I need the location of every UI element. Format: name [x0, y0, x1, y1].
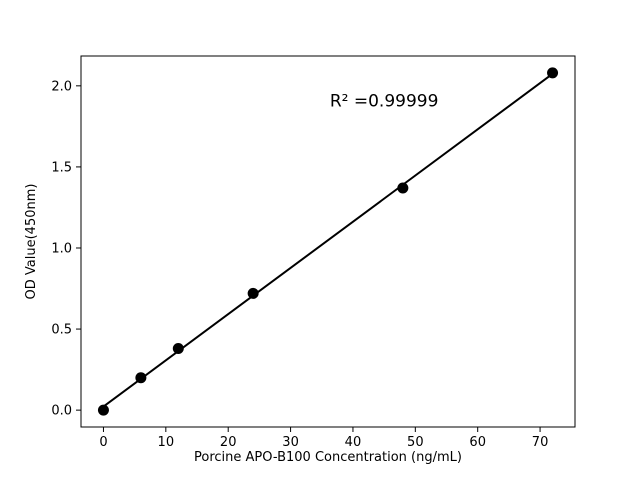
- data-point: [135, 372, 147, 384]
- x-tick-label: 70: [532, 435, 549, 450]
- r-squared-annotation: R² =0.99999: [330, 91, 439, 111]
- y-tick-label: 2.0: [51, 79, 72, 94]
- y-tick-label: 1.5: [51, 160, 72, 175]
- x-tick-label: 0: [99, 435, 107, 450]
- y-tick-label: 0.0: [51, 404, 72, 419]
- y-axis-label: OD Value(450nm): [24, 184, 39, 300]
- data-point: [547, 67, 559, 79]
- x-tick-label: 40: [345, 435, 362, 450]
- data-point: [97, 404, 109, 416]
- data-point: [397, 182, 409, 194]
- x-tick-label: 30: [282, 435, 299, 450]
- plot-border: [80, 55, 576, 428]
- x-tick-label: 10: [158, 435, 175, 450]
- x-axis-label: Porcine APO-B100 Concentration (ng/mL): [194, 450, 462, 465]
- data-point: [247, 287, 259, 299]
- x-tick-label: 20: [220, 435, 237, 450]
- data-point: [172, 343, 184, 355]
- x-tick-label: 60: [469, 435, 486, 450]
- y-tick-label: 0.5: [51, 323, 72, 338]
- y-tick-label: 1.0: [51, 241, 72, 256]
- x-tick-label: 50: [407, 435, 424, 450]
